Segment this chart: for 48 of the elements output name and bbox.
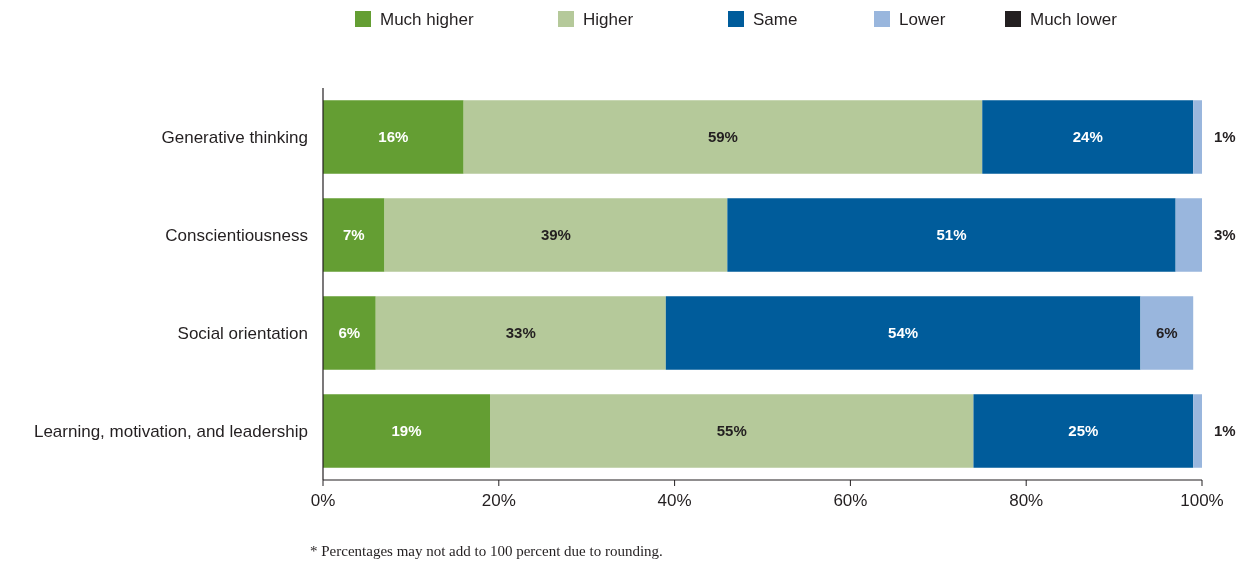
bar [323, 100, 464, 174]
y-tick-label: Learning, motivation, and leadership [33, 421, 308, 441]
bar [1193, 394, 1202, 468]
bar [665, 296, 1141, 370]
bar [1193, 100, 1202, 174]
bar [982, 100, 1194, 174]
bar [323, 198, 385, 272]
data-label: 54% [888, 324, 919, 342]
bar [323, 296, 376, 370]
legend-label: Higher [583, 9, 634, 29]
data-label: 1% [1214, 128, 1236, 146]
x-tick-label: 80% [1009, 491, 1044, 510]
x-tick-label: 0% [310, 491, 336, 510]
bar [1140, 296, 1194, 370]
data-label: 24% [1072, 128, 1103, 146]
x-tick-label: 60% [833, 491, 868, 510]
data-label: 16% [378, 128, 409, 146]
legend-label: Lower [899, 9, 946, 29]
legend-label: Much higher [380, 9, 474, 29]
data-label: 3% [1214, 226, 1236, 244]
bar [323, 394, 491, 468]
data-label: 33% [505, 324, 536, 342]
legend-label: Much lower [1030, 9, 1118, 29]
data-label: 7% [342, 226, 365, 244]
bar [727, 198, 1176, 272]
data-label: 55% [716, 422, 747, 440]
data-label: 39% [540, 226, 571, 244]
bar [973, 394, 1194, 468]
text: * Percentages may not add to 100 percent due to rounding. [310, 543, 663, 559]
x-tick-label: 20% [481, 491, 516, 510]
legend-label: Same [753, 9, 798, 29]
bar [1175, 198, 1202, 272]
y-tick-label: Conscientiousness [165, 225, 308, 245]
data-label: 59% [707, 128, 738, 146]
data-label: 51% [936, 226, 967, 244]
x-tick-label: 100% [1180, 491, 1224, 510]
data-label: 25% [1068, 422, 1099, 440]
data-label: 6% [1156, 324, 1178, 342]
bar [490, 394, 974, 468]
data-label: 6% [338, 324, 361, 342]
bar [463, 100, 983, 174]
x-tick-label: 40% [657, 491, 692, 510]
data-label: 1% [1214, 422, 1236, 440]
y-tick-label: Social orientation [177, 323, 308, 343]
y-tick-label: Generative thinking [161, 127, 308, 147]
bar [375, 296, 666, 370]
data-label: 19% [391, 422, 422, 440]
bar [384, 198, 728, 272]
